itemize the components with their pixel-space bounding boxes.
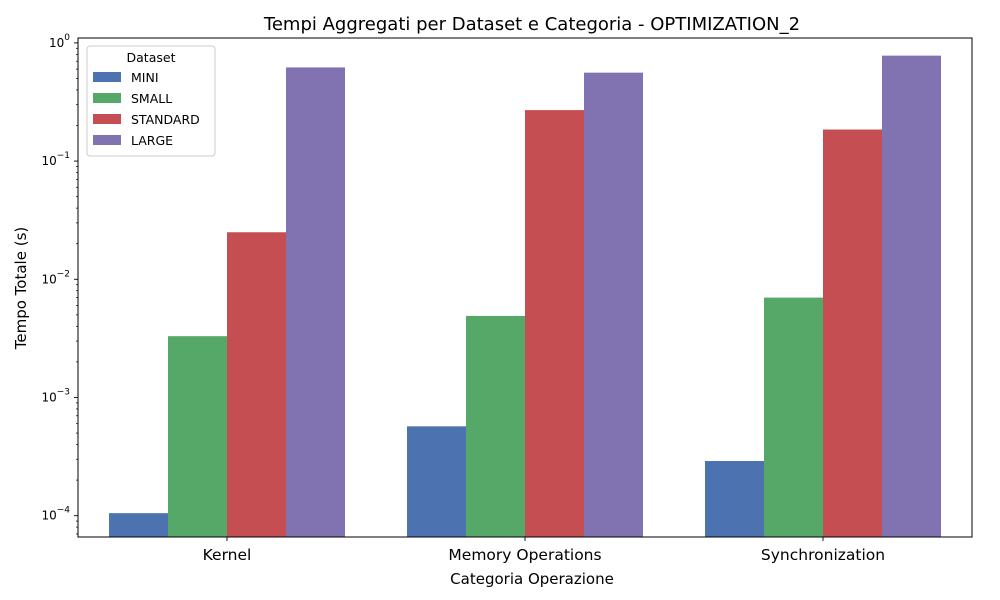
x-axis-ticks: Kernel Memory Operations Synchronization bbox=[203, 537, 885, 564]
legend-label-mini: MINI bbox=[131, 70, 159, 85]
legend-swatch-large bbox=[93, 135, 121, 145]
x-tick-label: Kernel bbox=[203, 546, 252, 564]
y-tick-label: 10−1 bbox=[41, 151, 70, 168]
legend-swatch-standard bbox=[93, 114, 121, 124]
y-tick-label: 10−4 bbox=[41, 506, 70, 523]
y-tick-label: 10−3 bbox=[41, 387, 70, 404]
bar-standard-kernel bbox=[227, 232, 286, 537]
bar-mini-kernel bbox=[109, 513, 168, 537]
y-tick-label: 100 bbox=[49, 33, 70, 50]
bar-standard-synchronization bbox=[823, 129, 882, 537]
bar-large-kernel bbox=[286, 67, 345, 537]
legend-swatch-mini bbox=[93, 72, 121, 82]
bar-small-synchronization bbox=[764, 297, 823, 537]
bar-mini-memory-operations bbox=[407, 426, 466, 537]
legend-label-small: SMALL bbox=[131, 91, 172, 106]
chart-title: Tempi Aggregati per Dataset e Categoria … bbox=[263, 14, 800, 35]
x-tick-label: Memory Operations bbox=[448, 546, 601, 564]
bars-group bbox=[109, 55, 941, 538]
legend-label-large: LARGE bbox=[131, 133, 173, 148]
legend: Dataset MINI SMALL STANDARD LARGE bbox=[86, 45, 216, 157]
bar-mini-synchronization bbox=[705, 461, 764, 537]
y-axis-ticks: 10−4 10−3 10−2 10−1 100 bbox=[41, 33, 78, 535]
y-tick-label: 10−2 bbox=[41, 269, 70, 286]
bar-large-memory-operations bbox=[584, 72, 643, 538]
x-tick-label: Synchronization bbox=[761, 546, 885, 564]
bar-small-kernel bbox=[168, 336, 227, 537]
bar-small-memory-operations bbox=[466, 315, 525, 537]
bar-large-synchronization bbox=[882, 55, 941, 537]
bar-standard-memory-operations bbox=[525, 110, 584, 537]
legend-title: Dataset bbox=[127, 50, 176, 65]
legend-label-standard: STANDARD bbox=[131, 112, 200, 127]
y-axis-label: Tempo Totale (s) bbox=[12, 227, 30, 350]
legend-swatch-small bbox=[93, 93, 121, 103]
x-axis-label: Categoria Operazione bbox=[450, 570, 614, 588]
